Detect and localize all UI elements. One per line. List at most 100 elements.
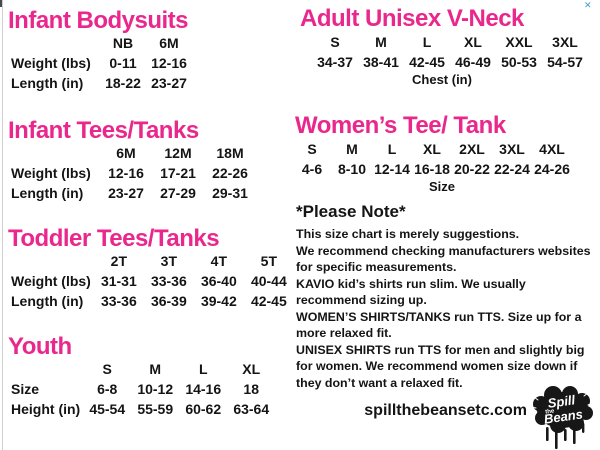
cell: 42-45 (250, 293, 287, 310)
cell: 45-54 (89, 401, 126, 418)
cell: 29-31 (212, 185, 248, 202)
cell: 16-18 (414, 161, 450, 178)
spill-the-beans-logo: Spill the Beans (530, 386, 594, 449)
section-title: Youth (8, 333, 72, 360)
row-label: Weight (lbs) (11, 55, 91, 72)
left-edge-line (2, 0, 3, 450)
column-header: XXL (505, 34, 533, 51)
cell: 18-22 (105, 75, 141, 92)
cell: 46-49 (455, 54, 491, 71)
cell: 18 (243, 381, 259, 398)
note-item: UNISEX SHIRTS run TTS for men and slight… (296, 342, 594, 392)
note-item: KAVIO kid’s shirts run slim. We usually … (296, 276, 594, 309)
cell: 17-21 (160, 165, 196, 182)
section-title: Infant Bodysuits (8, 7, 189, 34)
cell: 6-8 (97, 381, 118, 398)
corner-cell (8, 33, 100, 53)
row-label: Weight (lbs) (11, 165, 91, 182)
cell: 39-42 (200, 293, 237, 310)
row-label: Length (in) (11, 293, 84, 310)
column-header: S (307, 141, 317, 158)
column-header: XL (423, 141, 441, 158)
column-header: S (102, 361, 112, 378)
cell: 63-64 (233, 401, 270, 418)
infant-tees-table: 6M 12M 18M Weight (lbs) 12-16 17-21 22-2… (8, 143, 256, 203)
row-label: Size (11, 381, 40, 398)
column-header: S (330, 34, 340, 51)
section-infant-tees: Infant Tees/Tanks 6M 12M 18M Weight (lbs… (8, 118, 256, 203)
cell: 4-6 (301, 161, 323, 178)
note-text: run TTS. Size up for a more relaxed fit. (296, 309, 582, 341)
cell: 33-36 (150, 273, 187, 290)
column-header: M (149, 361, 162, 378)
note-item: We recommend checking manufacturers webs… (296, 243, 594, 276)
website-url: spillthebeansetc.com (364, 402, 527, 419)
toddler-tees-table: 2T 3T 4T 5T Weight (lbs) 31-31 33-36 36-… (8, 251, 294, 311)
corner-cell (8, 143, 100, 163)
note-item: WOMEN’S SHIRTS/TANKS run TTS. Size up fo… (296, 309, 594, 342)
table-row: Length (in) 18-22 23-27 (8, 73, 192, 93)
cell: 8-10 (337, 161, 367, 178)
section-youth: Youth S M L XL Size 6-8 10-12 14-16 18 H… (8, 334, 275, 419)
note-item: This size chart is merely suggestions. (296, 226, 594, 243)
cell: 0-11 (109, 55, 137, 72)
logo-word-bottom: Beans (543, 406, 584, 426)
cell: 40-44 (250, 273, 287, 290)
note-lead: WOMEN’S SHIRTS/TANKS (296, 309, 451, 324)
column-header: 3XL (499, 141, 525, 158)
cell: 42-45 (409, 54, 445, 71)
section-toddler-tees: Toddler Tees/Tanks 2T 3T 4T 5T Weight (l… (8, 226, 294, 311)
corner-cell (8, 251, 94, 271)
row-label: Weight (lbs) (11, 273, 91, 290)
youth-table: S M L XL Size 6-8 10-12 14-16 18 Height … (8, 359, 275, 419)
column-header: 5T (260, 253, 278, 270)
table-row: 4-6 8-10 12-14 16-18 20-22 22-24 24-26 (292, 159, 572, 179)
column-header: 6M (116, 145, 136, 162)
section-infant-bodysuits: Infant Bodysuits NB 6M Weight (lbs) 0-11… (8, 8, 192, 93)
corner-artifact (0, 0, 2, 7)
section-title: Toddler Tees/Tanks (8, 225, 220, 252)
row-label: Height (in) (11, 401, 81, 418)
column-header: 18M (216, 145, 244, 162)
column-header: 4T (210, 253, 228, 270)
section-title: Women’s Tee/ Tank (295, 112, 506, 139)
column-header: L (387, 141, 397, 158)
cell: 10-12 (137, 381, 174, 398)
corner-cell (8, 359, 83, 379)
note-title: *Please Note* (296, 202, 406, 221)
cell: 34-37 (317, 54, 353, 71)
cell: 60-62 (185, 401, 222, 418)
cell: 36-39 (150, 293, 187, 310)
cell: 23-27 (151, 75, 187, 92)
column-header: 6M (159, 35, 179, 52)
column-header: 3T (160, 253, 178, 270)
note-text: This size chart is merely suggestions. (296, 227, 520, 241)
table-row: Length (in) 23-27 27-29 29-31 (8, 183, 256, 203)
cell: 12-16 (151, 55, 187, 72)
column-header: 2XL (459, 141, 485, 158)
column-header: 4XL (539, 141, 565, 158)
close-icon[interactable]: ✕ (584, 0, 592, 10)
table-row: Weight (lbs) 12-16 17-21 22-26 (8, 163, 256, 183)
table-row: Height (in) 45-54 55-59 60-62 63-64 (8, 399, 275, 419)
column-header: M (346, 141, 358, 158)
cell: 12-16 (108, 165, 144, 182)
note-text: We recommend checking manufacturers webs… (296, 243, 591, 275)
cell: 31-31 (100, 273, 137, 290)
adult-vneck-table: S M L XL XXL 3XL 34-37 38-41 42-45 46-49… (312, 32, 588, 72)
note-text: kid’s shirts run slim. We usually recomm… (296, 276, 526, 308)
cell: 24-26 (534, 161, 570, 178)
table-row: Weight (lbs) 0-11 12-16 (8, 53, 192, 73)
cell: 27-29 (160, 185, 196, 202)
table-row: Weight (lbs) 31-31 33-36 36-40 40-44 (8, 271, 294, 291)
cell: 12-14 (374, 161, 410, 178)
cell: 38-41 (363, 54, 399, 71)
cell: 55-59 (137, 401, 174, 418)
cell: 54-57 (547, 54, 583, 71)
cell: 14-16 (185, 381, 222, 398)
measure-label: Chest (in) (412, 72, 472, 88)
cell: 33-36 (100, 293, 137, 310)
cell: 20-22 (454, 161, 490, 178)
section-title: Infant Tees/Tanks (8, 117, 199, 144)
